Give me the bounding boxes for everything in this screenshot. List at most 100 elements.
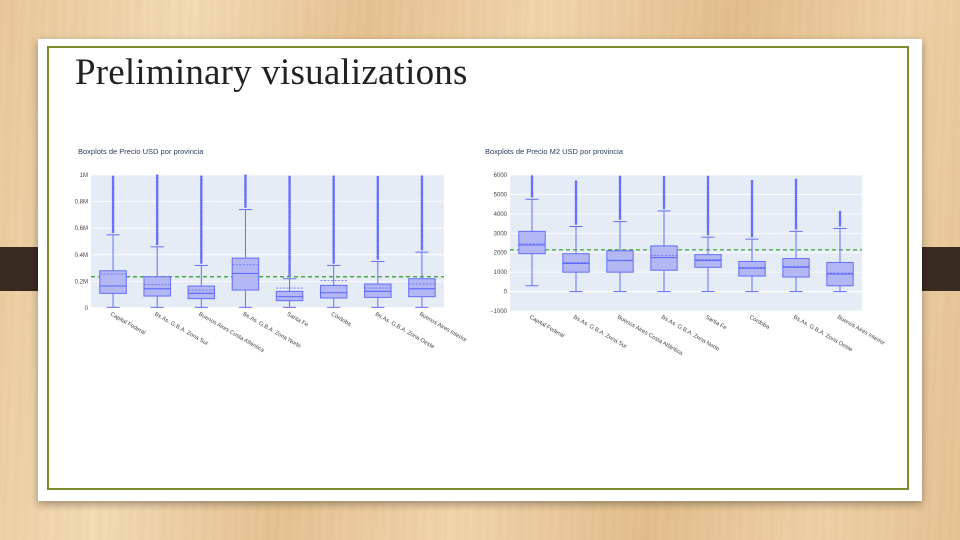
y-tick-label: 0.6M: [75, 226, 88, 232]
outlier-point: [420, 217, 424, 220]
outlier-point: [530, 181, 534, 185]
outlier-point: [200, 203, 203, 207]
outlier-point: [838, 219, 842, 223]
outlier-point: [288, 256, 291, 260]
outlier-point: [111, 179, 115, 183]
outlier-point: [662, 197, 666, 201]
outlier-point: [750, 179, 754, 183]
outlier-point: [288, 259, 291, 262]
outlier-point: [574, 204, 578, 208]
box-iqr: [231, 257, 260, 291]
outlier-point: [750, 199, 754, 203]
y-tick-label: 4000: [494, 212, 508, 218]
outlier-point: [750, 226, 754, 229]
outlier-point: [420, 195, 424, 198]
outlier-point: [288, 226, 291, 229]
x-tick-label: Córdoba: [330, 312, 353, 329]
outlier-point: [420, 230, 424, 233]
outlier-point: [332, 195, 335, 198]
outlier-point: [244, 205, 247, 208]
outlier-point: [288, 186, 291, 190]
outlier-point: [574, 189, 578, 192]
outlier-point: [244, 192, 247, 195]
outlier-point: [155, 198, 159, 202]
outlier-point: [574, 195, 578, 199]
outlier-point: [332, 241, 335, 244]
outlier-point: [376, 213, 380, 216]
outlier-point: [376, 224, 380, 227]
outlier-point: [376, 248, 380, 251]
box-iqr: [275, 290, 304, 302]
outlier-point: [618, 212, 622, 216]
outlier-point: [288, 228, 291, 231]
outlier-point: [420, 219, 424, 222]
outlier-point: [155, 187, 159, 191]
chart-title: Boxplots de Precio M2 USD por provincia: [485, 147, 624, 156]
outlier-point: [155, 200, 159, 204]
outlier-point: [288, 206, 291, 209]
outlier-point: [618, 184, 622, 187]
outlier-point: [288, 237, 291, 240]
outlier-point: [420, 177, 424, 181]
outlier-point: [200, 192, 203, 196]
outlier-point: [332, 177, 335, 181]
outlier-point: [530, 192, 534, 196]
outlier-point: [618, 188, 622, 192]
outlier-point: [376, 188, 380, 192]
outlier-point: [200, 208, 203, 211]
outlier-point: [111, 182, 115, 185]
x-tick-label: Capital Federal: [528, 315, 565, 340]
outlier-point: [200, 241, 203, 244]
outlier-point: [706, 182, 710, 185]
outlier-point: [794, 207, 798, 210]
outlier-point: [662, 178, 666, 181]
box-5: [275, 175, 304, 308]
box-iqr: [187, 285, 216, 300]
outlier-point: [111, 193, 115, 196]
box-iqr: [606, 250, 634, 273]
outlier-point: [662, 206, 666, 210]
outlier-point: [155, 196, 159, 199]
outlier-point: [420, 212, 424, 216]
outlier-point: [332, 219, 335, 222]
outlier-point: [618, 197, 622, 201]
outlier-point: [288, 252, 291, 256]
outlier-point: [838, 210, 842, 214]
y-tick-label: 5000: [494, 192, 508, 198]
outlier-point: [332, 201, 335, 205]
outlier-point: [200, 197, 203, 200]
outlier-point: [794, 189, 798, 193]
outlier-point: [155, 180, 159, 184]
outlier-point: [332, 252, 335, 255]
outlier-point: [838, 213, 842, 216]
outlier-point: [288, 190, 291, 194]
outlier-point: [794, 198, 798, 202]
outlier-point: [530, 175, 534, 178]
outlier-point: [155, 205, 159, 208]
outlier-point: [530, 177, 534, 180]
box-iqr: [99, 270, 127, 294]
outlier-point: [244, 194, 247, 197]
outlier-point: [155, 178, 159, 182]
outlier-point: [706, 186, 710, 190]
outlier-point: [376, 184, 380, 188]
outlier-point: [420, 245, 424, 249]
outlier-point: [706, 221, 710, 225]
outlier-point: [111, 175, 115, 179]
outlier-point: [288, 179, 291, 183]
box-iqr: [364, 283, 392, 298]
outlier-point: [111, 221, 115, 225]
outlier-point: [662, 193, 666, 197]
outlier-point: [750, 217, 754, 220]
outlier-point: [332, 206, 335, 209]
outlier-point: [200, 221, 203, 225]
outlier-point: [376, 221, 380, 225]
outlier-point: [332, 223, 335, 227]
outlier-point: [706, 175, 710, 179]
outlier-point: [794, 222, 798, 226]
outlier-point: [376, 239, 380, 243]
outlier-point: [750, 204, 754, 207]
outlier-point: [750, 188, 754, 192]
outlier-point: [332, 256, 335, 260]
outlier-point: [244, 189, 247, 193]
